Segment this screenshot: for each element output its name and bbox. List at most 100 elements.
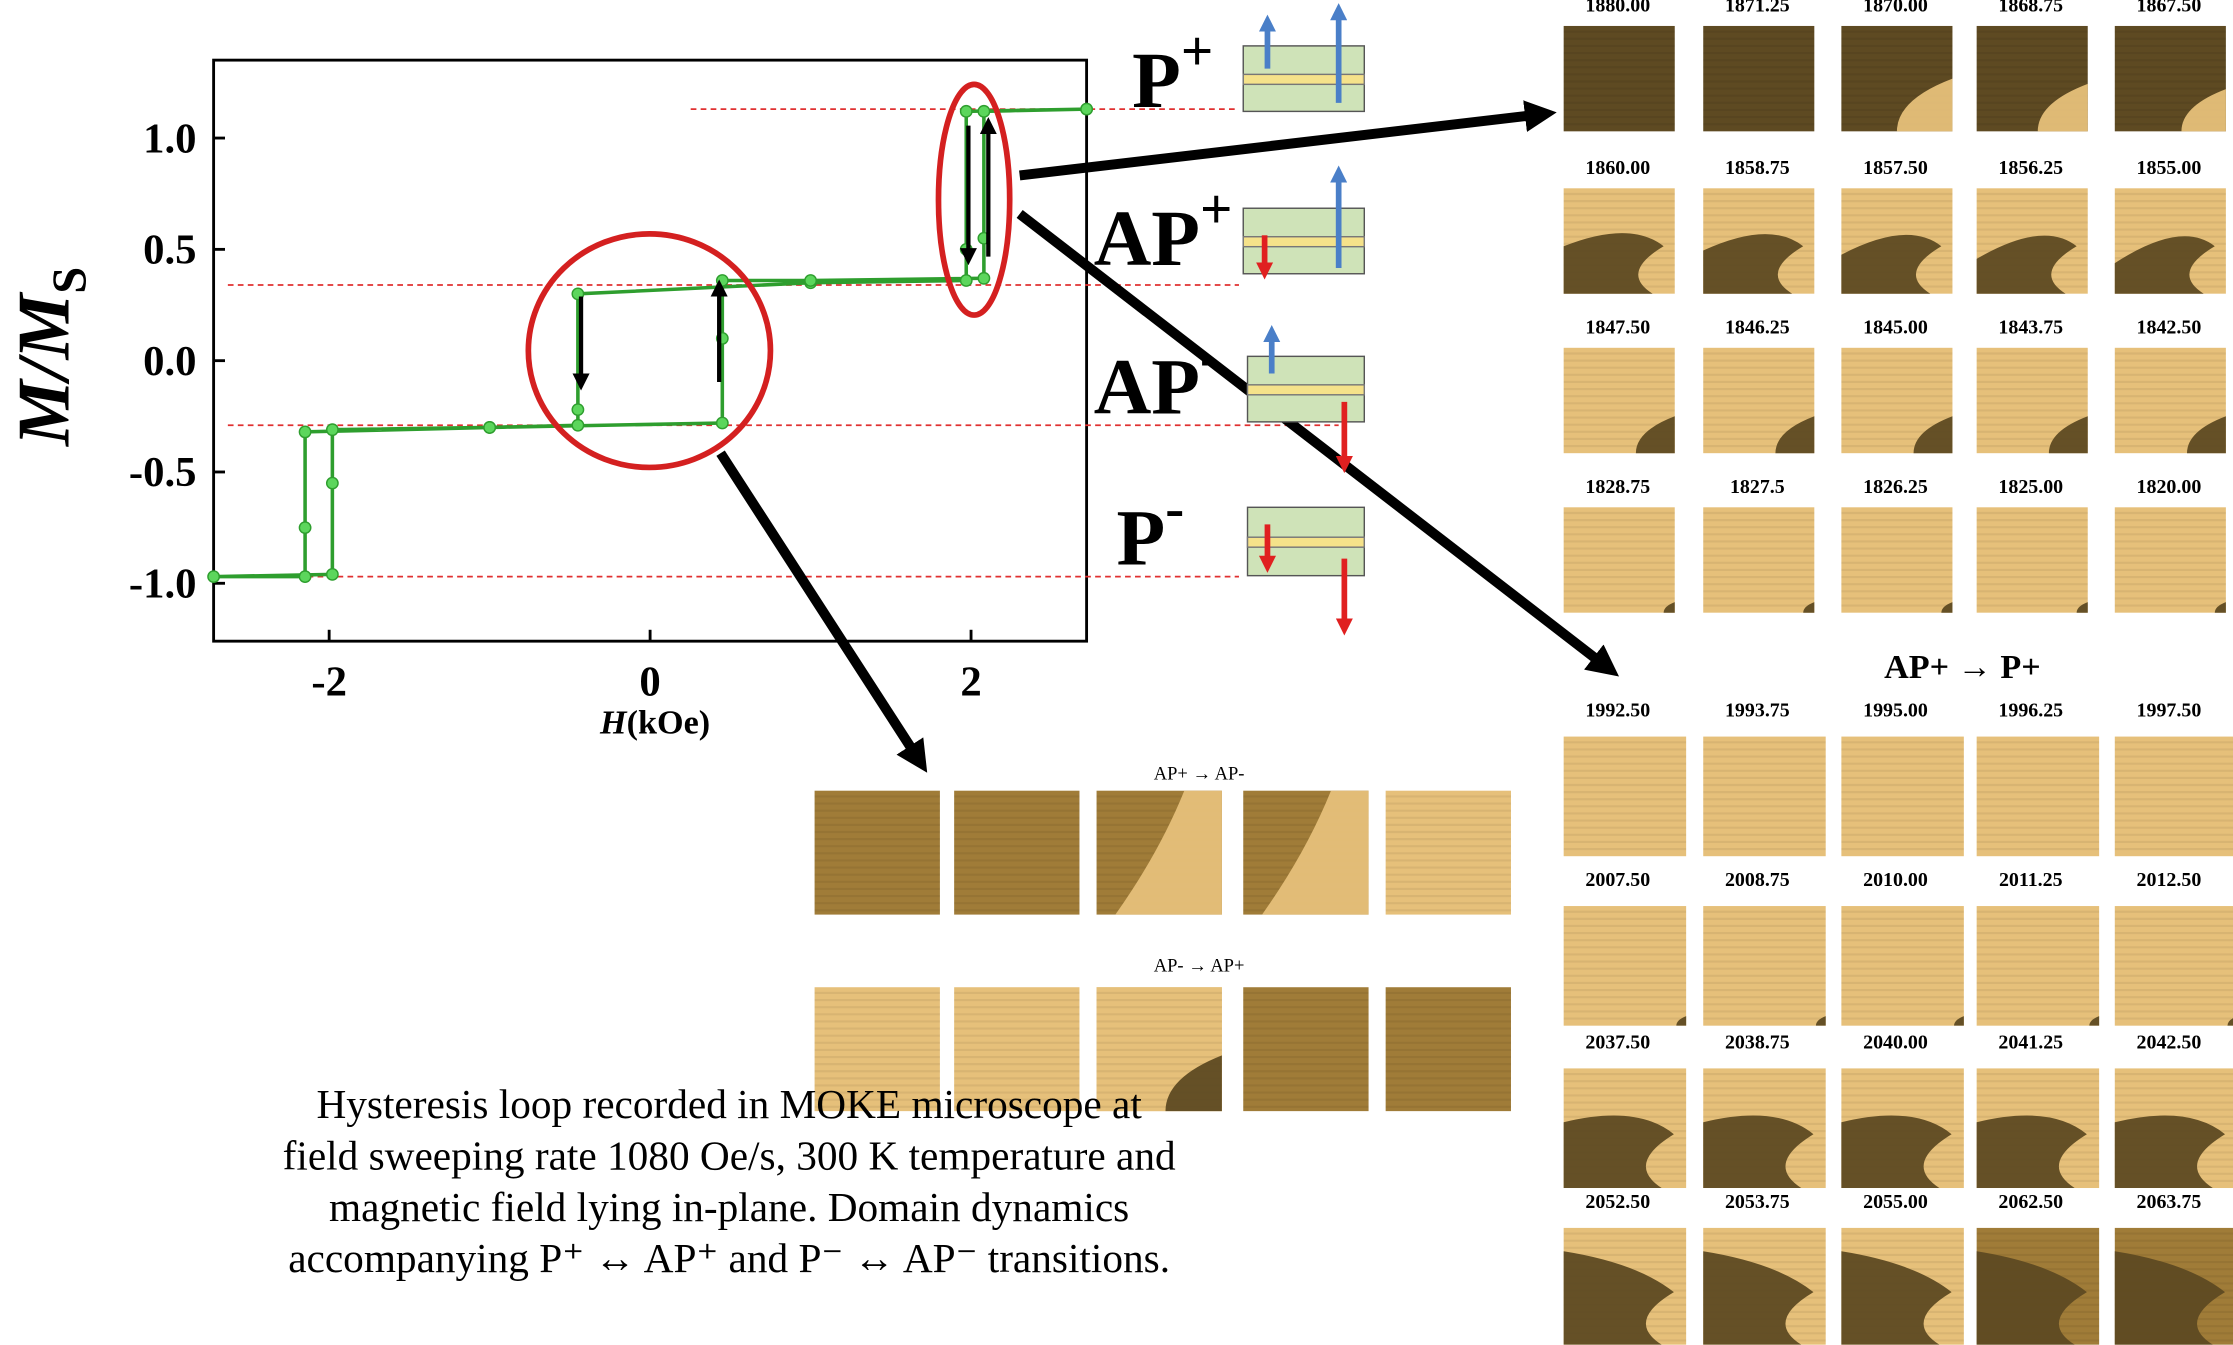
moke-image <box>1703 26 1814 131</box>
x-label-unit: (kOe) <box>627 705 710 742</box>
field-label: 2042.50 <box>2137 1031 2202 1053</box>
state-icon <box>1243 12 1364 112</box>
data-point <box>978 106 989 117</box>
field-label: 1996.25 <box>1998 700 2063 722</box>
moke-image <box>1703 737 1825 857</box>
moke-image <box>1243 791 1368 915</box>
state-name: AP <box>1094 195 1200 283</box>
moke-image <box>1564 1068 1686 1188</box>
moke-image <box>1386 987 1511 1111</box>
field-label: 1856.25 <box>1998 157 2063 179</box>
moke-image <box>815 791 940 915</box>
field-label: 1857.50 <box>1863 157 1928 179</box>
moke-image <box>1841 188 1952 293</box>
moke-image <box>1703 507 1814 612</box>
y-tick-label: -1.0 <box>129 561 197 608</box>
state-label: AP- <box>1094 326 1219 431</box>
field-label: 1992.50 <box>1585 700 1650 722</box>
moke-image <box>2115 188 2226 293</box>
moke-image <box>1703 906 1825 1026</box>
moke-image <box>1977 507 2088 612</box>
state-icon <box>1248 507 1365 627</box>
data-point <box>717 275 728 286</box>
moke-image <box>1977 906 2099 1026</box>
moke-background <box>1564 507 1675 612</box>
highlight-ellipse <box>938 84 1009 315</box>
state-icon <box>1243 174 1364 274</box>
moke-background <box>2115 906 2233 1026</box>
moke-image <box>1841 737 1963 857</box>
field-label: 2055.00 <box>1863 1191 1928 1213</box>
figure: 1.00.50.0-0.5-1.0-202 M/MS H(kOe) 1880.0… <box>0 0 2233 1345</box>
state-name: P <box>1117 494 1166 582</box>
data-point <box>978 273 989 284</box>
field-label: 1820.00 <box>2137 476 2202 498</box>
moke-image <box>1703 348 1814 453</box>
plot-frame <box>214 60 1087 641</box>
moke-image <box>1564 507 1675 612</box>
moke-background <box>1841 737 1963 857</box>
moke-background <box>2115 507 2226 612</box>
field-label: 2062.50 <box>1998 1191 2063 1213</box>
moke-image <box>1977 188 2088 293</box>
moke-image <box>1564 906 1686 1026</box>
moke-background <box>1841 507 1952 612</box>
state-label: AP+ <box>1094 178 1233 283</box>
field-label: 1843.75 <box>1998 317 2063 339</box>
moke-image <box>1703 188 1814 293</box>
moke-background <box>1841 906 1963 1026</box>
state-sup: - <box>1165 477 1184 540</box>
field-label: 1995.00 <box>1863 700 1928 722</box>
moke-image <box>2115 906 2233 1026</box>
data-point <box>961 106 972 117</box>
field-label: 1860.00 <box>1585 157 1650 179</box>
moke-image <box>1977 737 2099 857</box>
x-tick-label: 2 <box>960 658 981 705</box>
x-tick-label: 0 <box>639 658 660 705</box>
moke-image <box>1564 737 1686 857</box>
field-label: 2007.50 <box>1585 869 1650 891</box>
pointer-arrow <box>1020 114 1541 175</box>
field-label: 2041.25 <box>1998 1031 2063 1053</box>
state-sup: + <box>1200 178 1232 241</box>
moke-image <box>1841 26 1952 131</box>
state-name: AP <box>1094 343 1200 431</box>
pointer-arrow <box>721 453 919 759</box>
state-icons <box>1243 12 1364 627</box>
moke-image <box>1386 791 1511 915</box>
moke-background <box>1564 906 1686 1026</box>
moke-image <box>954 791 1079 915</box>
moke-image <box>1564 26 1675 131</box>
moke-background <box>1564 737 1686 857</box>
data-point <box>299 522 310 533</box>
moke-image <box>1703 1228 1825 1345</box>
moke-background <box>1703 26 1814 131</box>
field-label: 1867.50 <box>2137 0 2202 17</box>
data-point <box>484 422 495 433</box>
moke-background <box>1977 737 2099 857</box>
field-label: 1845.00 <box>1863 317 1928 339</box>
panel-title: AP- → AP+ <box>1154 957 1245 977</box>
field-label: 2063.75 <box>2137 1191 2202 1213</box>
state-label: P- <box>1117 477 1185 582</box>
state-sup: + <box>1181 20 1213 83</box>
field-label: 1870.00 <box>1863 0 1928 17</box>
caption: Hysteresis loop recorded in MOKE microsc… <box>283 1081 1176 1281</box>
field-label: 2037.50 <box>1585 1031 1650 1053</box>
data-point <box>717 417 728 428</box>
y-tick-label: 1.0 <box>143 115 196 162</box>
moke-image <box>1097 791 1222 915</box>
data-point <box>327 424 338 435</box>
field-label: 2038.75 <box>1725 1031 1790 1053</box>
moke-image <box>1703 1068 1825 1188</box>
moke-background <box>1703 906 1825 1026</box>
field-label: 2012.50 <box>2137 869 2202 891</box>
x-tick-label: -2 <box>311 658 347 705</box>
field-label: 1997.50 <box>2137 700 2202 722</box>
field-label: 2010.00 <box>1863 869 1928 891</box>
y-tick-label: 0.5 <box>143 227 196 274</box>
field-label: 2008.75 <box>1725 869 1790 891</box>
moke-image <box>1564 348 1675 453</box>
data-point <box>572 404 583 415</box>
panel-title: AP+ → AP- <box>1154 764 1245 784</box>
